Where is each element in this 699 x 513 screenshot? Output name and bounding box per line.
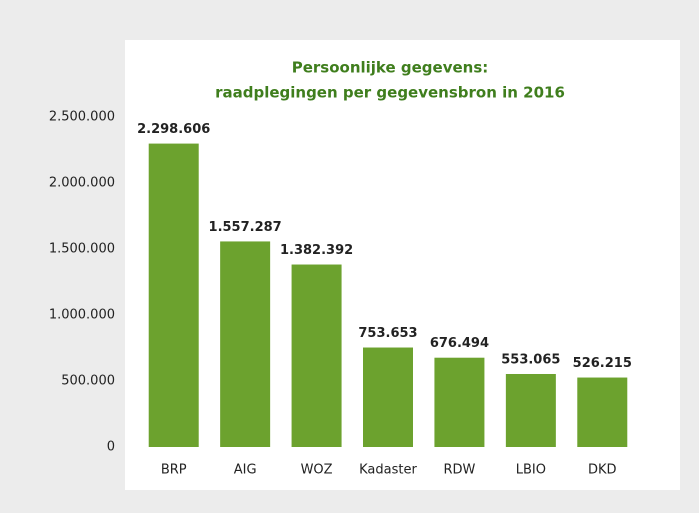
data-label: 553.065 [501,352,560,367]
bar [434,357,485,447]
data-label: 1.382.392 [280,243,353,258]
y-tick-label: 500.000 [61,374,115,389]
x-tick-label: AIG [234,463,257,478]
bar [291,264,342,447]
y-tick-label: 2.000.000 [49,176,115,191]
y-tick-label: 1.000.000 [49,308,115,323]
data-label: 676.494 [430,336,489,351]
data-label: 753.653 [358,326,417,341]
y-tick-label: 1.500.000 [49,242,115,257]
data-label: 526.215 [573,356,632,371]
y-tick-label: 2.500.000 [49,110,115,125]
bar [577,377,628,447]
bar [363,347,413,447]
bar [505,373,556,447]
data-label: 1.557.287 [209,220,282,235]
x-tick-label: Kadaster [359,463,417,478]
x-tick-label: RDW [443,463,475,478]
chart-title: raadplegingen per gegevensbron in 2016 [215,84,565,102]
x-tick-label: LBIO [516,463,546,478]
y-tick-label: 0 [107,440,115,455]
x-tick-label: WOZ [301,463,333,478]
x-tick-label: DKD [588,463,617,478]
x-tick-label: BRP [161,463,187,478]
chart-title: Persoonlijke gegevens: [292,59,489,77]
bar [148,143,199,447]
bar [220,241,271,447]
data-label: 2.298.606 [137,122,210,137]
